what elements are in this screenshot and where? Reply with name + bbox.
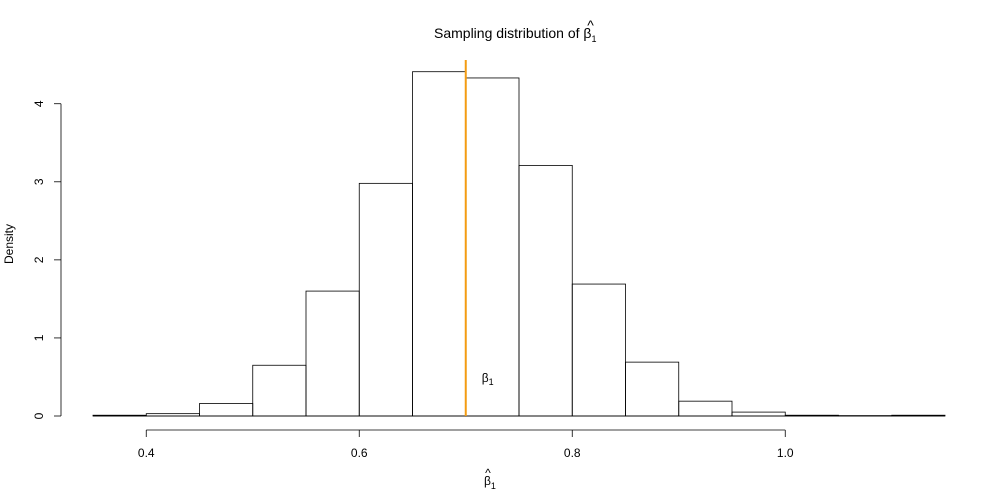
y-tick-label-4: 4 bbox=[32, 100, 46, 107]
x-tick-label-2: 0.8 bbox=[564, 446, 581, 460]
x-tick-label-1: 0.6 bbox=[351, 446, 368, 460]
x-axis-title-subscript: 1 bbox=[491, 481, 496, 491]
true-beta-label: β1 bbox=[482, 371, 494, 387]
x-tick-label-3: 1.0 bbox=[777, 446, 794, 460]
y-tick-label-3: 3 bbox=[32, 178, 46, 185]
y-axis: 0 1 2 3 4 bbox=[32, 100, 62, 419]
x-tick-label-0: 0.4 bbox=[138, 446, 155, 460]
chart-title-symbol: β bbox=[583, 25, 591, 41]
chart-title-text: Sampling distribution of bbox=[434, 25, 583, 41]
x-axis-title-hat: ^ bbox=[485, 466, 491, 480]
reference-line-group: β1 bbox=[464, 60, 494, 416]
true-beta-label-subscript: 1 bbox=[489, 377, 494, 387]
x-axis-title: β1 bbox=[484, 474, 496, 491]
y-axis-title: Density bbox=[2, 224, 16, 264]
y-tick-label-2: 2 bbox=[32, 256, 46, 263]
y-tick-label-1: 1 bbox=[32, 334, 46, 341]
y-tick-label-0: 0 bbox=[32, 412, 46, 419]
chart-title-hat: ^ bbox=[587, 17, 594, 33]
chart-title-subscript: 1 bbox=[591, 34, 596, 44]
x-axis: 0.4 0.6 0.8 1.0 bbox=[138, 429, 794, 460]
chart-title: Sampling distribution of β1 bbox=[434, 25, 597, 44]
true-beta-label-symbol: β bbox=[482, 371, 489, 385]
x-axis-title-symbol: β bbox=[484, 474, 491, 488]
